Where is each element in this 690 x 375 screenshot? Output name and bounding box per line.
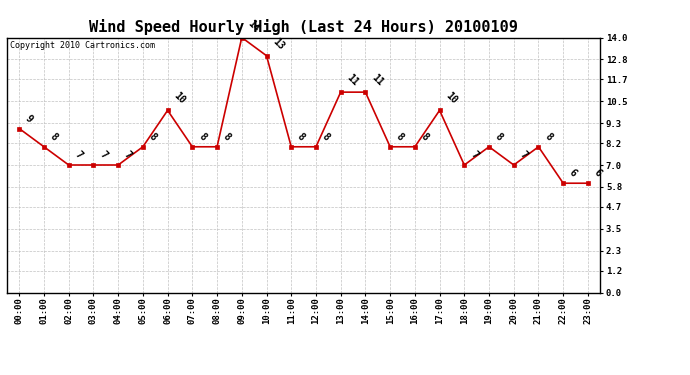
Text: 10: 10: [172, 91, 187, 106]
Text: 8: 8: [48, 131, 59, 142]
Text: 14: 14: [246, 18, 262, 33]
Text: 8: 8: [295, 131, 306, 142]
Text: 7: 7: [122, 150, 134, 161]
Text: 11: 11: [345, 73, 360, 88]
Text: 13: 13: [270, 36, 286, 51]
Text: 8: 8: [221, 131, 233, 142]
Text: 6: 6: [567, 168, 579, 179]
Text: 7: 7: [97, 150, 109, 161]
Text: 8: 8: [394, 131, 406, 142]
Text: 8: 8: [147, 131, 158, 142]
Text: 7: 7: [518, 150, 529, 161]
Text: 6: 6: [592, 168, 603, 179]
Text: 8: 8: [197, 131, 208, 142]
Text: 8: 8: [419, 131, 431, 142]
Text: 8: 8: [542, 131, 554, 142]
Text: 10: 10: [444, 91, 459, 106]
Text: 8: 8: [493, 131, 504, 142]
Text: 7: 7: [469, 150, 480, 161]
Text: 9: 9: [23, 113, 34, 125]
Text: 11: 11: [370, 73, 385, 88]
Title: Wind Speed Hourly High (Last 24 Hours) 20100109: Wind Speed Hourly High (Last 24 Hours) 2…: [89, 19, 518, 35]
Text: 8: 8: [320, 131, 331, 142]
Text: 7: 7: [73, 150, 84, 161]
Text: Copyright 2010 Cartronics.com: Copyright 2010 Cartronics.com: [10, 41, 155, 50]
